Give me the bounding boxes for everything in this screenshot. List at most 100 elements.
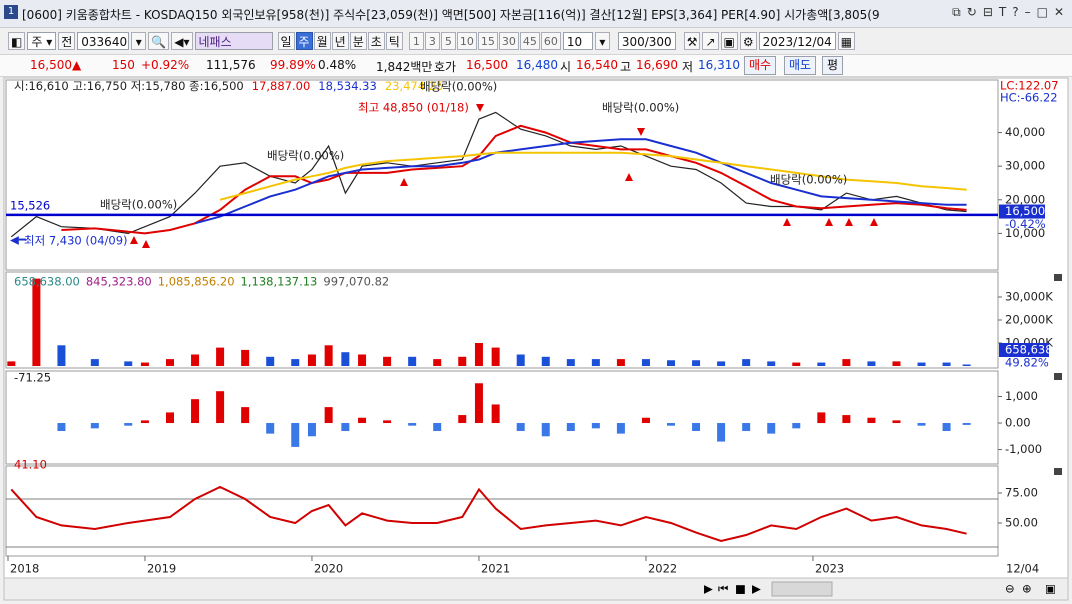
bar [165,412,174,424]
avg-button[interactable]: 평 [822,56,844,75]
code-input[interactable]: 033640 [77,32,130,50]
tool-icon[interactable]: ⧉ [952,5,961,19]
date-input[interactable]: 2023/12/04 [758,32,836,50]
scroll-thumb[interactable] [771,581,833,597]
panel-frames [5,79,999,557]
bar [692,360,701,366]
toolbar-button[interactable]: 15 [477,32,498,50]
panel-frame [5,370,999,465]
bar [491,404,500,424]
series-line [10,485,967,543]
legend-entry: 658,638.00 [14,275,80,289]
scroll-button[interactable]: ▶ [704,582,713,596]
scroll-button[interactable]: ■ [735,582,746,596]
tool-icon[interactable]: ↗ [702,32,719,50]
toolbar-button[interactable]: 10 [456,32,477,50]
bar [591,359,600,366]
scroll-button[interactable]: ▶ [752,582,761,596]
tool-icon[interactable]: ↻ [966,5,977,19]
toolbar-button[interactable]: 3 [424,32,440,50]
calendar-icon[interactable]: ▦ [837,32,856,50]
bar [591,423,600,429]
event-arrows [130,104,878,248]
toolbar-button[interactable]: 월 [313,32,331,50]
bar [817,362,826,366]
arrow [142,240,150,248]
search-icon[interactable]: 🔍 [148,32,170,50]
bar [541,356,550,366]
toolbar-button[interactable]: 1 [408,32,424,50]
toolbar-button[interactable]: 분 [349,32,367,50]
bar [616,359,625,366]
toolbar-button[interactable]: 일 [277,32,295,50]
code-dropdown[interactable]: ▾ [131,32,147,50]
save-icon[interactable]: ▣ [720,32,738,50]
bar [241,407,250,424]
high-note: 최고 48,850 (01/18) [358,101,469,115]
maximize[interactable]: □ [1036,5,1048,19]
arrow [845,218,853,226]
minimize[interactable]: – [1024,5,1031,19]
y-tick-label: 0.00 [1005,416,1031,430]
dividend-note: 배당락(0.00%) [267,149,344,163]
settings-icon[interactable]: ⚙ [739,32,757,50]
panel-close[interactable] [1054,373,1062,380]
last-price-box [999,204,1045,219]
scroll-button[interactable]: ⏮ [718,582,729,596]
count-select[interactable]: 10 [562,32,593,50]
price: 16,500 [30,58,72,72]
sound-icon[interactable]: ◀▾ [171,32,193,50]
zoom-button[interactable]: ⊕ [1022,582,1032,596]
zoom-button[interactable]: ⊖ [1005,582,1015,596]
bar [383,356,392,366]
toolbar-button[interactable]: 년 [331,32,349,50]
toolbar-button[interactable]: 45 [519,32,540,50]
toolbar-button[interactable]: 30 [498,32,519,50]
market-select[interactable]: 주 ▾ [27,32,57,50]
volume-ratio: 99.89% [270,58,316,72]
toolbar-button[interactable]: 초 [367,32,385,50]
bar [867,417,876,424]
low-label: 저 [682,60,694,74]
panel-close[interactable] [1054,468,1062,475]
panel-close[interactable] [1054,274,1062,281]
y-tick-label: -1,000 [1005,442,1042,456]
bar [191,399,200,424]
legend-entry: 845,323.80 [86,275,152,289]
toolbar-button[interactable]: 60 [540,32,561,50]
dividend-note: 배당락(0.00%) [420,80,497,94]
tool-icon[interactable]: ? [1012,5,1019,19]
chart-tool[interactable]: ▣ [1045,582,1056,596]
toolbar-button[interactable]: 틱 [385,32,403,50]
window-title: [0600] 키움종합차트 - KOSDAQ150 외국인보유[958(천)] … [22,8,880,22]
change-rate: +0.92% [141,58,190,72]
toolbar-button[interactable]: 5 [440,32,456,50]
last-volume-ratio: 49.82% [1005,356,1049,370]
ask: 16,500 [466,58,508,72]
bar [516,354,525,366]
tool-icon[interactable]: ⚒ [683,32,701,50]
bar [867,361,876,366]
toolbar-button[interactable]: 주 [295,32,313,50]
bar [165,359,174,366]
stock-name: 네패스 [194,32,273,50]
tool-icon[interactable]: ⊟ [982,5,993,19]
scope[interactable]: 전 [58,32,76,50]
buy-button[interactable]: 매수 [744,56,777,75]
legend-entry: 41.10 [14,458,47,472]
close[interactable]: ✕ [1053,5,1064,19]
layout-icon[interactable]: ◧ [8,32,26,50]
legend-entry: 997,070.82 [323,275,389,289]
bar [32,278,41,366]
bar [191,354,200,366]
legend-entry: 18,534.33 [318,79,377,93]
legend-entry: 23,474.25 [385,79,444,93]
bar [124,423,133,426]
amount: 1,842백만 [376,60,433,74]
sell-button[interactable]: 매도 [784,56,817,75]
count-dropdown[interactable]: ▾ [594,32,610,50]
tool-icon[interactable]: T [998,5,1007,19]
lc-label: LC:122.07 [1000,79,1059,93]
